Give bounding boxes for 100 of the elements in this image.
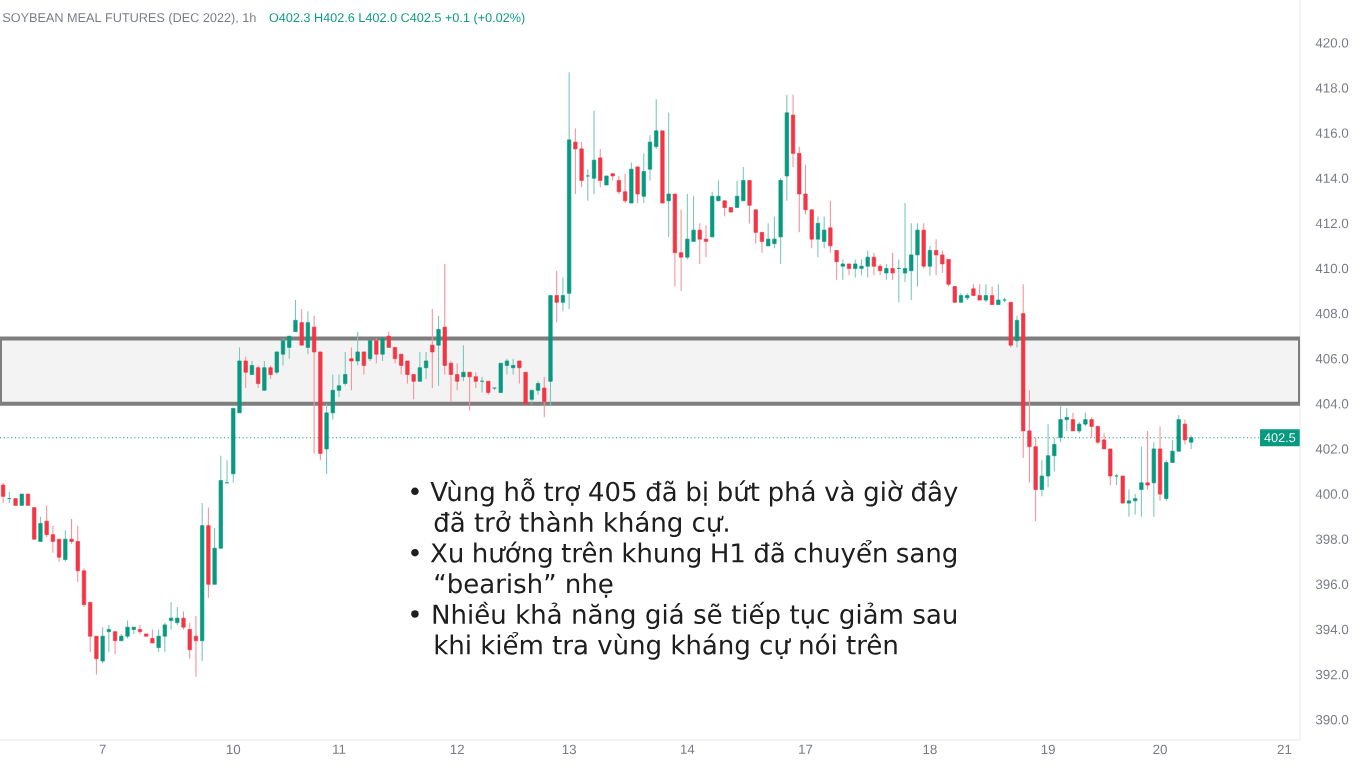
candlestick — [927, 245, 932, 276]
candlestick — [1039, 459, 1044, 497]
y-tick-label: 394.0 — [1315, 624, 1349, 635]
candlestick — [878, 263, 883, 276]
y-tick-label: 412.0 — [1315, 218, 1349, 229]
candlestick — [735, 179, 740, 209]
candlestick — [560, 276, 566, 312]
x-tick-label: 14 — [680, 744, 695, 754]
candlestick — [666, 112, 671, 238]
y-tick-label: 392.0 — [1315, 669, 1349, 680]
candlestick — [256, 364, 261, 389]
candlestick — [299, 308, 304, 346]
candlestick — [1014, 315, 1020, 348]
y-tick-label: 416.0 — [1315, 128, 1349, 138]
annotation: • Xu hướng trên khung H1 đã chuyển sang “bearish” nhẹ — [411, 539, 956, 598]
candlestick — [1, 482, 6, 504]
candlestick — [679, 209, 684, 292]
candlestick — [57, 538, 62, 563]
candlestick — [517, 360, 522, 385]
candlestick — [262, 360, 267, 391]
text: SOYBEAN MEAL FUTURES (DEC 2022), 1h — [2, 12, 256, 25]
candlestick — [504, 358, 510, 376]
x-tick-label: 21 — [1277, 744, 1292, 754]
candlestick — [1133, 493, 1138, 515]
y-tick-label: 406.0 — [1315, 353, 1349, 364]
x-tick-label: 11 — [333, 744, 346, 754]
candlestick — [591, 110, 597, 195]
y-tick-label: 404.0 — [1315, 399, 1349, 409]
candlestick — [598, 148, 603, 188]
candlestick — [1070, 412, 1076, 432]
y-tick-label: 408.0 — [1315, 308, 1349, 319]
candlestick — [983, 283, 988, 303]
candlestick — [1139, 446, 1144, 518]
x-tick-label: 7 — [99, 744, 106, 754]
candlestick — [846, 263, 852, 276]
candlestick — [380, 337, 385, 362]
y-tick-label: 410.0 — [1315, 263, 1349, 274]
candlestick — [374, 337, 379, 364]
candlestick — [697, 222, 702, 265]
candlestick — [996, 283, 1001, 306]
candlestick — [448, 360, 454, 403]
candlestick — [106, 624, 111, 653]
annotation: • Vùng hỗ trợ 405 đã bị bứt phá và giờ đây đã trở thành kháng cự. — [411, 478, 958, 538]
y-tick-label: 420.0 — [1315, 38, 1349, 48]
candlestick — [430, 308, 435, 389]
y-tick-label: 400.0 — [1315, 489, 1349, 499]
candlestick — [815, 216, 821, 258]
candlestick — [1182, 419, 1188, 445]
candlestick — [113, 631, 118, 655]
candlestick — [280, 337, 286, 367]
candlestick — [361, 351, 366, 376]
candlestick — [424, 351, 429, 380]
candlestick — [349, 346, 354, 391]
x-tick-label: 13 — [562, 744, 576, 755]
candlestick — [175, 606, 180, 626]
candlestick — [168, 601, 174, 630]
candlestick — [703, 225, 709, 258]
x-tick-label: 17 — [799, 744, 813, 754]
candlestick — [293, 299, 298, 333]
annotation: • Nhiều khả năng giá sẽ tiếp tục giảm sau khi kiểm tra vùng kháng cự nói trên — [411, 601, 956, 660]
candlestick — [741, 166, 746, 202]
text: O402.3 H402.6 L402.0 C402.5 +0.1 (+0.02%) — [269, 12, 525, 25]
candlestick — [63, 529, 68, 563]
x-tick-label: 19 — [1041, 744, 1055, 755]
candlestick — [336, 373, 342, 398]
x-tick-label: 10 — [226, 744, 241, 755]
candlestick — [585, 168, 590, 202]
candlestick — [753, 209, 758, 245]
candlestick — [417, 351, 422, 382]
y-tick-label: 418.0 — [1315, 83, 1349, 93]
candlestick — [890, 252, 895, 281]
candlestick — [461, 344, 466, 382]
candlestick — [1126, 489, 1132, 518]
candlestick — [834, 249, 839, 281]
candlestick — [274, 351, 279, 376]
candlestick — [38, 516, 43, 542]
x-tick-label: 12 — [450, 744, 464, 754]
y-tick-label: 396.0 — [1315, 579, 1349, 590]
candlestick — [822, 216, 827, 249]
candlestick — [616, 175, 621, 195]
candlestick — [623, 173, 628, 204]
candlestick — [871, 252, 877, 276]
candlestick — [990, 285, 995, 306]
candlestick — [436, 315, 441, 387]
y-tick-label: 398.0 — [1315, 534, 1349, 544]
x-tick-label: 20 — [1153, 744, 1167, 755]
candlestick — [902, 202, 908, 283]
candlestick — [287, 335, 292, 360]
candlestick — [542, 376, 547, 418]
candlestick — [181, 610, 186, 630]
candlestick — [654, 98, 659, 150]
candlestick — [759, 231, 765, 254]
ref-line-label: 402.5 — [1264, 433, 1296, 443]
candlestick — [1145, 430, 1150, 491]
y-tick-label: 402.0 — [1315, 444, 1349, 454]
candlestick — [355, 331, 360, 367]
candlestick — [828, 200, 833, 254]
candlestick — [455, 362, 460, 391]
x-tick-label: 18 — [923, 744, 937, 755]
candlestick — [343, 351, 348, 387]
